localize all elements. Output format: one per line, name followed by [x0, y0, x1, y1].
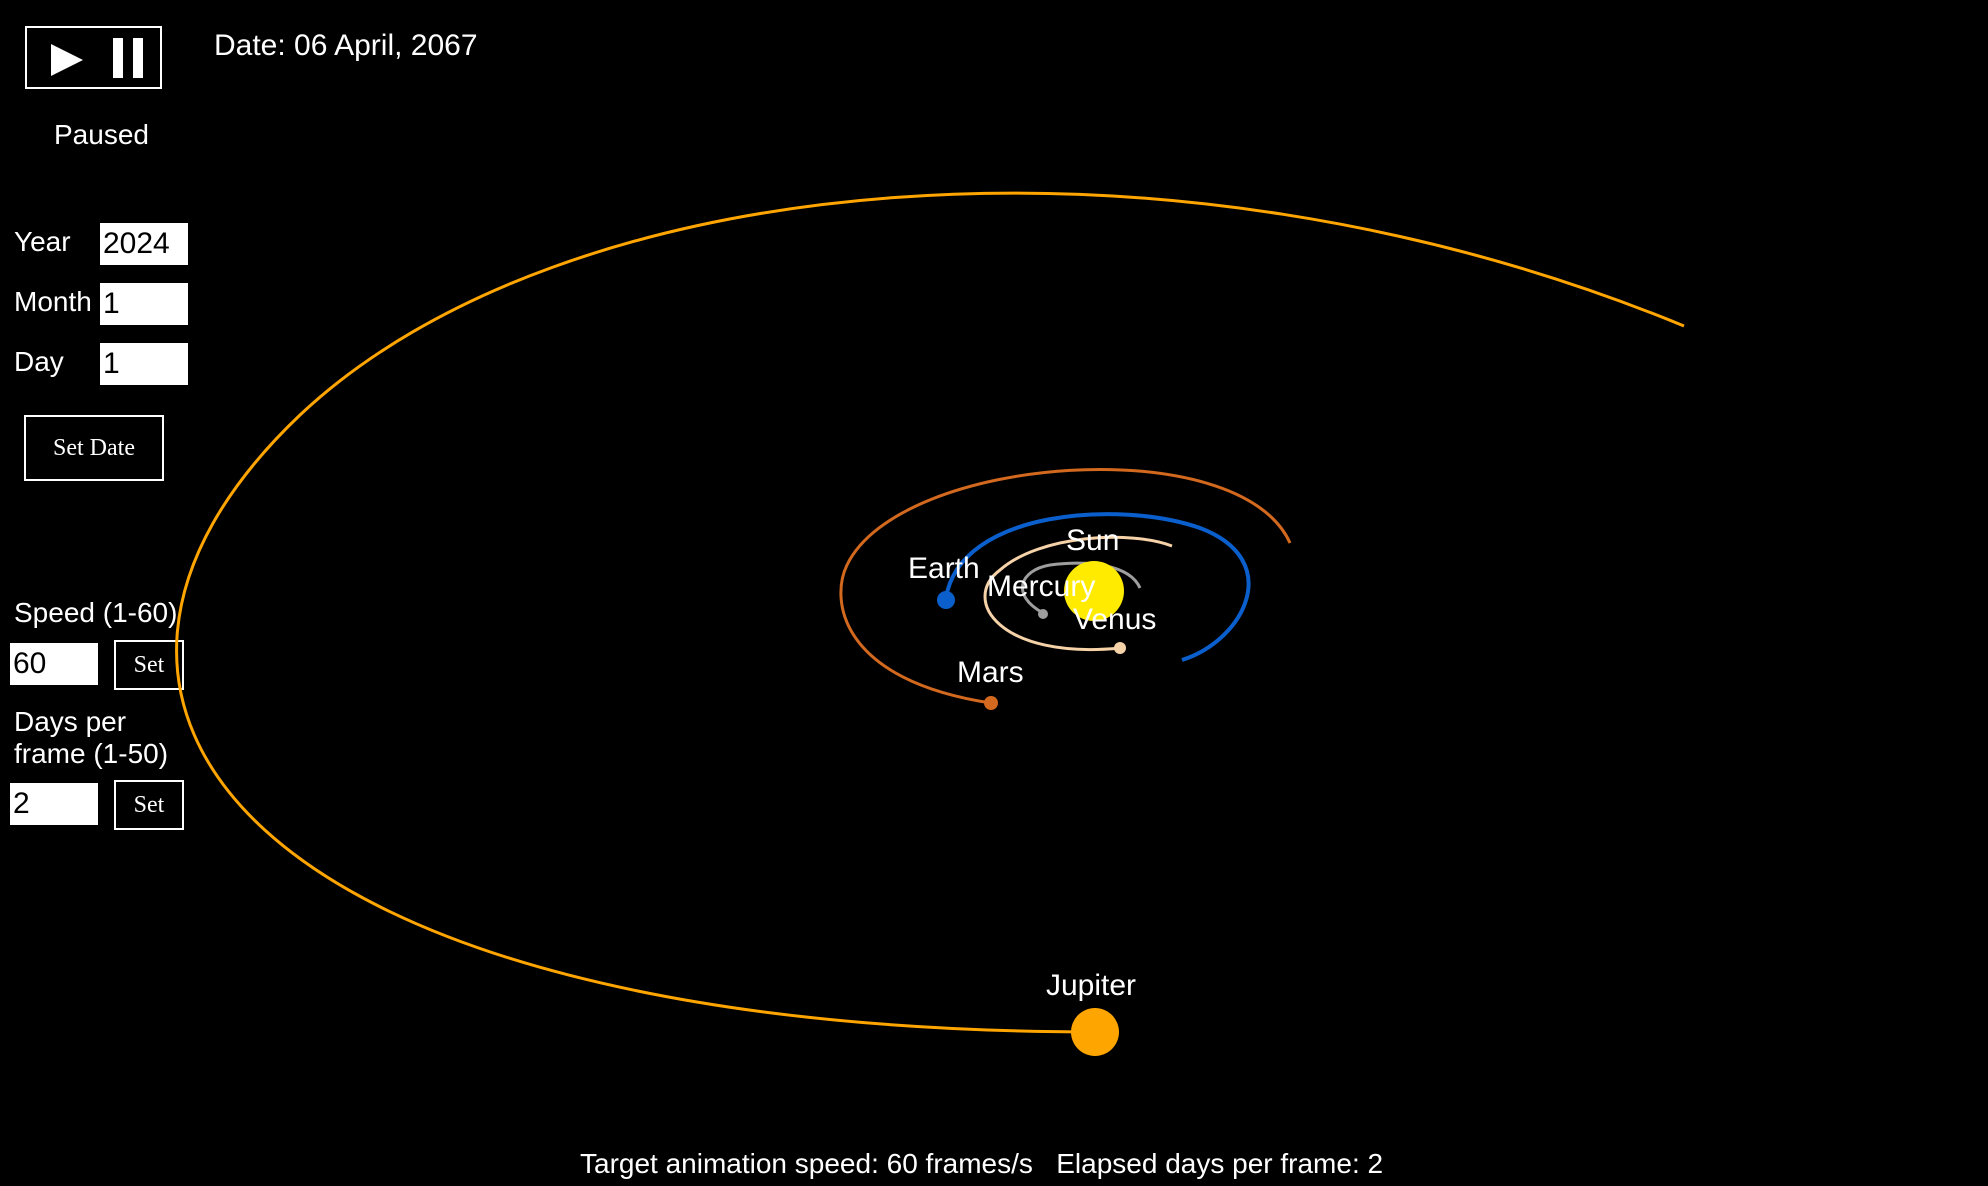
speed-input[interactable]: [10, 643, 98, 685]
days-per-frame-input[interactable]: [10, 783, 98, 825]
mercury-planet: [1038, 609, 1048, 619]
earth-planet: [937, 591, 955, 609]
speed-label: Speed (1-60): [14, 597, 178, 628]
play-pause-button[interactable]: [25, 26, 162, 89]
sun-label: Sun: [1066, 524, 1119, 557]
earth-orbit: [944, 512, 1251, 662]
venus-planet: [1114, 642, 1126, 654]
date-label: Date: 06 April, 2067: [214, 29, 478, 62]
sun-icon: [1064, 561, 1124, 621]
jupiter-label: Jupiter: [1046, 969, 1136, 1002]
days-per-frame-label-line2: frame (1-50): [14, 738, 169, 769]
day-input[interactable]: [100, 343, 188, 385]
days-set-button[interactable]: Set: [114, 780, 184, 830]
mercury-orbit: [1021, 561, 1142, 615]
earth-label: Earth: [908, 552, 980, 585]
days-per-frame-label-line1: Days per: [14, 706, 127, 737]
jupiter-orbit: [175, 191, 1685, 1034]
status-label: Paused: [54, 119, 149, 150]
footer-status: Target animation speed: 60 frames/s Elap…: [580, 1148, 1384, 1179]
jupiter-planet: [1071, 1008, 1119, 1056]
month-input[interactable]: [100, 283, 188, 325]
year-input[interactable]: [100, 223, 188, 265]
mercury-label: Mercury: [987, 570, 1095, 603]
year-label: Year: [14, 226, 71, 257]
pause-icon[interactable]: [113, 38, 143, 78]
play-icon[interactable]: [51, 44, 83, 76]
mars-label: Mars: [957, 656, 1024, 689]
set-date-button[interactable]: Set Date: [24, 415, 164, 481]
venus-orbit: [983, 535, 1173, 651]
mars-orbit: [839, 467, 1292, 705]
speed-set-button[interactable]: Set: [114, 640, 184, 690]
day-label: Day: [14, 346, 64, 377]
mars-planet: [984, 696, 998, 710]
venus-label: Venus: [1073, 603, 1156, 636]
month-label: Month: [14, 286, 92, 317]
